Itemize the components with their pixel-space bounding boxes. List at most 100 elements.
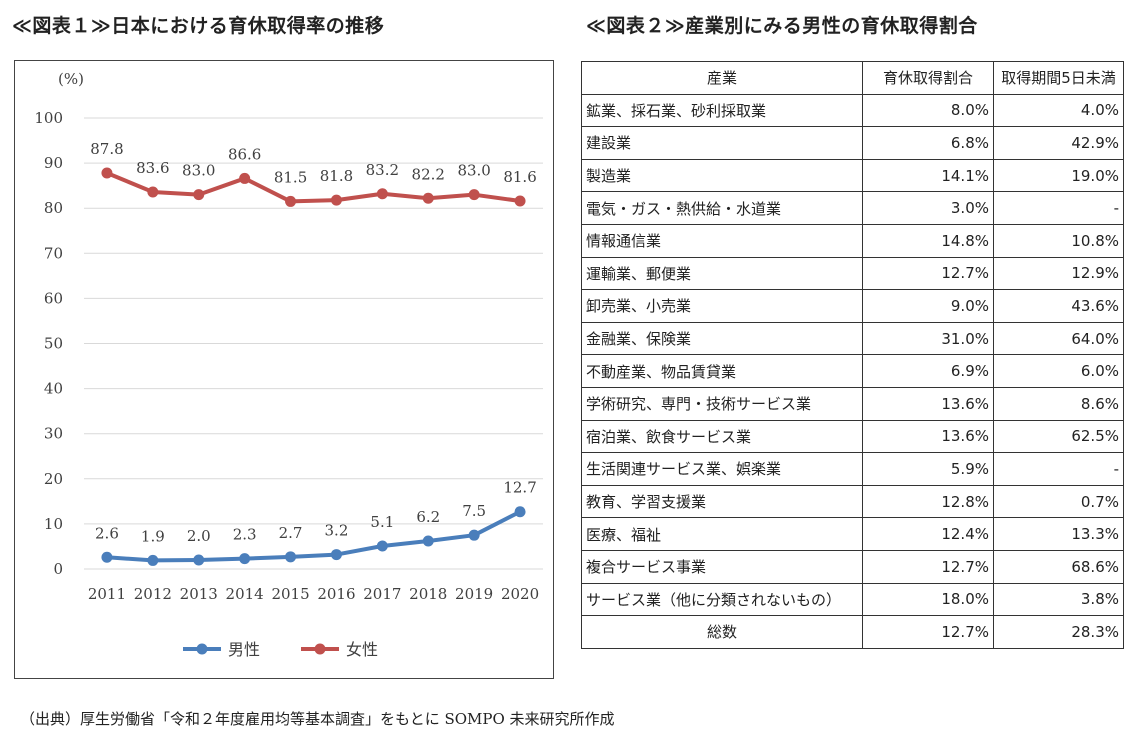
table-row-cell: 13.6% xyxy=(862,386,994,421)
table-row-cell: 卸売業、小売業 xyxy=(581,289,863,323)
x-tick-label: 2017 xyxy=(363,585,401,603)
data-point xyxy=(193,189,205,201)
data-point xyxy=(468,529,480,541)
table-header-row-cell: 育休取得割合 xyxy=(862,61,994,95)
table-row-cell: 建設業 xyxy=(581,126,863,160)
table-row-cell: 教育、学習支援業 xyxy=(581,484,863,519)
y-tick-label: 0 xyxy=(53,560,63,578)
data-point xyxy=(147,186,159,198)
y-tick-label: 60 xyxy=(44,289,63,307)
y-tick-label: 10 xyxy=(44,515,63,533)
x-tick-label: 2012 xyxy=(134,585,172,603)
table-row-cell: 医療、福祉 xyxy=(581,517,863,551)
data-point xyxy=(330,549,342,561)
table-row-cell: 5.9% xyxy=(862,452,994,486)
table-row-cell: 0.7% xyxy=(993,484,1124,519)
x-tick-label: 2020 xyxy=(501,585,539,603)
table-title: ≪図表２≫産業別にみる男性の育休取得割合 xyxy=(586,15,978,37)
table-row-cell: 14.8% xyxy=(862,223,994,258)
table-row-cell: 複合サービス事業 xyxy=(581,549,863,584)
table-row-cell: - xyxy=(993,452,1124,486)
table-row-cell: 62.5% xyxy=(993,419,1124,454)
table-row-cell: 19.0% xyxy=(993,158,1124,193)
table-total-row-cell: 12.7% xyxy=(862,615,994,649)
data-point xyxy=(285,195,297,207)
legend-male-marker xyxy=(196,643,208,655)
y-tick-label: 80 xyxy=(44,199,63,217)
x-tick-label: 2011 xyxy=(88,585,126,603)
table-header-row: 産業 育休取得割合 取得期間5日未満 xyxy=(581,61,1124,95)
source-note: （出典）厚生労働省「令和２年度雇用均等基本調査」をもとに SOMPO 未来研究所… xyxy=(20,710,615,728)
y-tick-label: 40 xyxy=(44,380,63,398)
data-label: 7.5 xyxy=(462,502,486,520)
table-row-cell: 9.0% xyxy=(862,289,994,323)
table-row: 鉱業、採石業、砂利採取業 8.0% 4.0% xyxy=(581,93,1124,128)
table-row-cell: 64.0% xyxy=(993,321,1124,356)
table-row-cell: 12.7% xyxy=(862,549,994,584)
table-row: サービス業（他に分類されないもの） 18.0% 3.8% xyxy=(581,582,1124,617)
series-line-female xyxy=(106,171,521,204)
data-label: 5.1 xyxy=(370,513,394,531)
table-row-cell: 42.9% xyxy=(993,126,1124,160)
table-row-cell: 3.0% xyxy=(862,191,994,225)
table-row: 教育、学習支援業 12.8% 0.7% xyxy=(581,484,1124,519)
table-row-cell: 8.0% xyxy=(862,93,994,128)
data-label: 83.2 xyxy=(366,161,399,179)
table-row-cell: 6.8% xyxy=(862,126,994,160)
table-row-cell: 運輸業、郵便業 xyxy=(581,256,863,291)
data-point xyxy=(101,551,113,563)
data-label: 2.6 xyxy=(95,524,119,542)
table-row-cell: 68.6% xyxy=(993,549,1124,584)
data-label: 81.5 xyxy=(274,168,307,186)
table-row: 生活関連サービス業、娯楽業 5.9% - xyxy=(581,452,1124,486)
data-label: 3.2 xyxy=(325,522,349,540)
table-header-row-cell: 取得期間5日未満 xyxy=(993,61,1124,95)
data-point xyxy=(285,551,297,563)
data-label: 83.6 xyxy=(136,159,169,177)
table-row-cell: 12.4% xyxy=(862,517,994,551)
chart-title: ≪図表１≫日本における育休取得率の推移 xyxy=(12,15,385,37)
table-row: 不動産業、物品賃貸業 6.9% 6.0% xyxy=(581,354,1124,388)
y-tick-label: 50 xyxy=(44,335,63,353)
table-row-cell: 生活関連サービス業、娯楽業 xyxy=(581,452,863,486)
table-row-cell: 電気・ガス・熱供給・水道業 xyxy=(581,191,863,225)
data-label: 87.8 xyxy=(90,140,123,158)
table-header-row-cell: 産業 xyxy=(581,61,863,95)
data-label: 83.0 xyxy=(182,162,215,180)
table-total-row-cell: 28.3% xyxy=(993,615,1124,649)
table-row-cell: 31.0% xyxy=(862,321,994,356)
table-row-cell: 不動産業、物品賃貸業 xyxy=(581,354,863,388)
table-row: 卸売業、小売業 9.0% 43.6% xyxy=(581,289,1124,323)
industry-table-container: 産業 育休取得割合 取得期間5日未満 鉱業、採石業、砂利採取業 8.0% 4.0% 建設業 6… xyxy=(581,61,1124,649)
table-row-cell: 鉱業、採石業、砂利採取業 xyxy=(581,93,863,128)
data-point xyxy=(239,172,251,184)
legend-male-label: 男性 xyxy=(228,640,260,659)
x-tick-label: 2016 xyxy=(317,585,355,603)
data-label: 2.7 xyxy=(279,524,303,542)
table-row-cell: 13.3% xyxy=(993,517,1124,551)
data-point xyxy=(147,554,159,566)
table-row-cell: 6.9% xyxy=(862,354,994,388)
table-row-cell: 製造業 xyxy=(581,158,863,193)
industry-table: 産業 育休取得割合 取得期間5日未満 鉱業、採石業、砂利採取業 8.0% 4.0% 建設業 6… xyxy=(581,61,1124,649)
table-row-cell: 学術研究、専門・技術サービス業 xyxy=(581,386,863,421)
data-label: 12.7 xyxy=(503,479,536,497)
x-tick-label: 2019 xyxy=(455,585,493,603)
data-label: 81.8 xyxy=(320,167,353,185)
table-row: 宿泊業、飲食サービス業 13.6% 62.5% xyxy=(581,419,1124,454)
x-tick-label: 2013 xyxy=(180,585,218,603)
table-row-cell: 10.8% xyxy=(993,223,1124,258)
table-row: 情報通信業 14.8% 10.8% xyxy=(581,223,1124,258)
legend-female-marker xyxy=(314,643,326,655)
legend-female-label: 女性 xyxy=(346,640,378,659)
table-row-cell: 18.0% xyxy=(862,582,994,617)
table-row-cell: 12.7% xyxy=(862,256,994,291)
table-row: 製造業 14.1% 19.0% xyxy=(581,158,1124,193)
table-row-cell: - xyxy=(993,191,1124,225)
data-point xyxy=(422,192,434,204)
data-point xyxy=(376,188,388,200)
table-row-cell: 3.8% xyxy=(993,582,1124,617)
table-row-cell: 13.6% xyxy=(862,419,994,454)
table-row-cell: 8.6% xyxy=(993,386,1124,421)
table-row: 電気・ガス・熱供給・水道業 3.0% - xyxy=(581,191,1124,225)
